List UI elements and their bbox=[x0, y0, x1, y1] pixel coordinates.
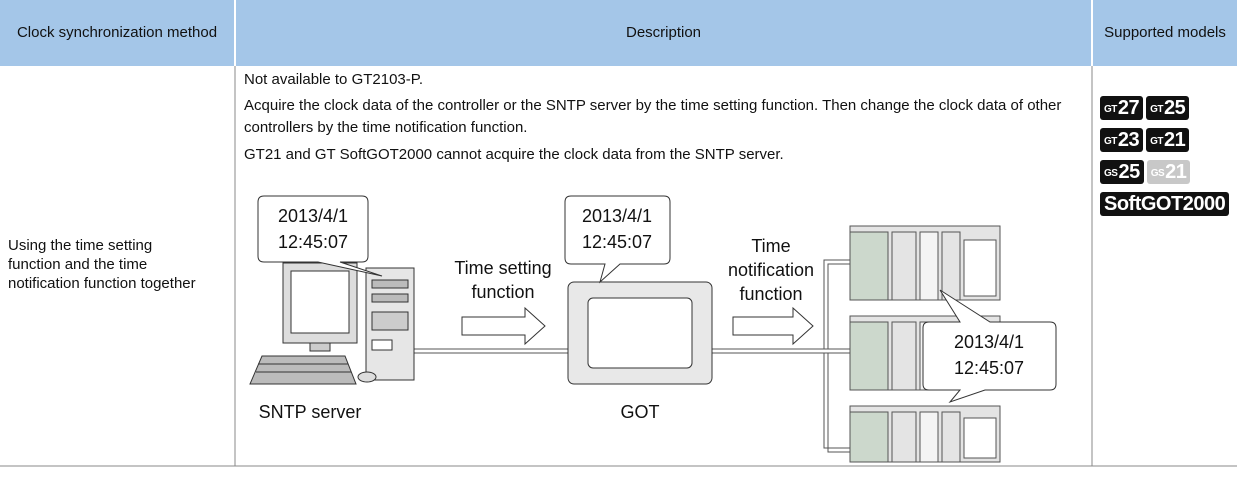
table-lines bbox=[0, 66, 1237, 467]
computer bbox=[249, 262, 415, 385]
paragraph: Acquire the clock data of the controller… bbox=[244, 97, 1062, 136]
badge-number: 23 bbox=[1117, 129, 1140, 151]
badge-prefix: GS bbox=[1150, 168, 1165, 179]
badge-prefix: GT bbox=[1104, 136, 1117, 147]
callout-text: 2013/4/1 bbox=[582, 206, 652, 226]
paragraph: GT21 and GT SoftGOT2000 cannot acquire t… bbox=[244, 146, 784, 163]
model-badge: GT 27 bbox=[1100, 96, 1144, 120]
arrow-label: Time bbox=[751, 236, 790, 256]
cables bbox=[410, 259, 850, 453]
badge-number: 25 bbox=[1164, 97, 1186, 119]
model-badge: GS 21 bbox=[1146, 160, 1191, 184]
badge-number: SoftGOT2000 bbox=[1104, 193, 1226, 215]
callout-text: 12:45:07 bbox=[582, 232, 652, 252]
badge-number: 27 bbox=[1117, 97, 1140, 119]
badge-number: 25 bbox=[1118, 161, 1140, 183]
callout bbox=[257, 195, 383, 277]
device-label: SNTP server bbox=[259, 402, 362, 422]
model-badge: GT 25 bbox=[1146, 96, 1190, 120]
header-text: Description bbox=[625, 24, 702, 41]
arrow-label: function bbox=[739, 284, 802, 304]
callout-text: 2013/4/1 bbox=[954, 332, 1024, 352]
header-cell: Supported models bbox=[1093, 0, 1237, 66]
badge-prefix: GT bbox=[1104, 104, 1117, 115]
callout bbox=[922, 289, 1057, 404]
arrow-label: Time setting bbox=[454, 258, 551, 278]
device-label: GOT bbox=[621, 402, 660, 422]
header-text: Supported models bbox=[1104, 24, 1226, 41]
paragraph: Not available to GT2103-P. bbox=[244, 71, 423, 88]
arrow-label: notification bbox=[728, 260, 814, 280]
callout-text: 2013/4/1 bbox=[278, 206, 348, 226]
method-cell: Using the time setting function and the … bbox=[8, 237, 196, 292]
header-cell: Clock synchronization method bbox=[0, 0, 234, 66]
arrow bbox=[732, 306, 814, 346]
callout bbox=[564, 195, 671, 284]
badge-number: 21 bbox=[1164, 129, 1186, 151]
model-badge: GS 25 bbox=[1100, 160, 1144, 184]
callout-text: 12:45:07 bbox=[278, 232, 348, 252]
badge-prefix: GS bbox=[1104, 168, 1118, 179]
header-cell: Description bbox=[236, 0, 1091, 66]
callout-text: 12:45:07 bbox=[954, 358, 1024, 378]
badge-prefix: GT bbox=[1150, 136, 1164, 147]
badge-number: 21 bbox=[1165, 161, 1187, 183]
header-text: Clock synchronization method bbox=[16, 24, 218, 41]
arrow bbox=[461, 306, 546, 346]
model-badge: SoftGOT2000 bbox=[1100, 192, 1230, 216]
model-badge: GT 21 bbox=[1146, 128, 1190, 152]
arrow-label: function bbox=[471, 282, 534, 302]
description-cell: Not available to GT2103-P. Acquire the c… bbox=[244, 70, 1084, 164]
models-cell: GT 27 GT 25 GT 23 GT 21 GS 25 GS 21 SoftGOT2000 bbox=[1100, 96, 1236, 224]
badge-prefix: GT bbox=[1150, 104, 1164, 115]
got-device bbox=[567, 281, 713, 385]
model-badge: GT 23 bbox=[1100, 128, 1144, 152]
